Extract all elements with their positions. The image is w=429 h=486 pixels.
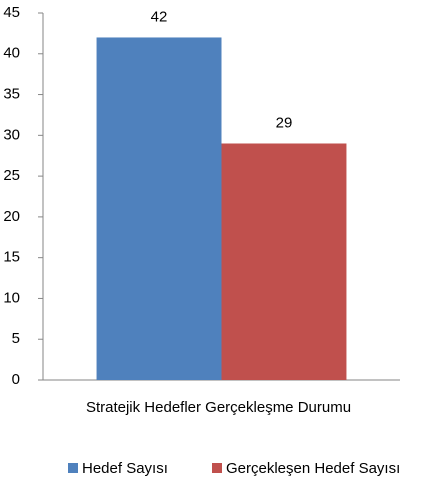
x-tick-label: Stratejik Hedefler Gerçekleşme Durumu	[86, 399, 351, 416]
y-tick-label: 10	[3, 289, 20, 306]
y-tick-label: 35	[3, 86, 20, 103]
y-tick-label: 0	[12, 371, 20, 388]
legend-label: Hedef Sayısı	[82, 460, 168, 477]
bar	[96, 37, 222, 380]
data-label: 29	[276, 114, 293, 131]
data-label: 42	[151, 8, 168, 25]
y-tick-label: 40	[3, 45, 20, 62]
legend-label: Gerçekleşen Hedef Sayısı	[226, 460, 400, 477]
y-tick-label: 30	[3, 126, 20, 143]
y-tick-label: 15	[3, 249, 20, 266]
y-tick-label: 45	[3, 4, 20, 21]
y-tick-label: 20	[3, 208, 20, 225]
bar	[221, 143, 347, 380]
legend-swatch	[68, 463, 78, 473]
y-tick-label: 5	[12, 330, 20, 347]
y-tick-label: 25	[3, 167, 20, 184]
legend-swatch	[212, 463, 222, 473]
